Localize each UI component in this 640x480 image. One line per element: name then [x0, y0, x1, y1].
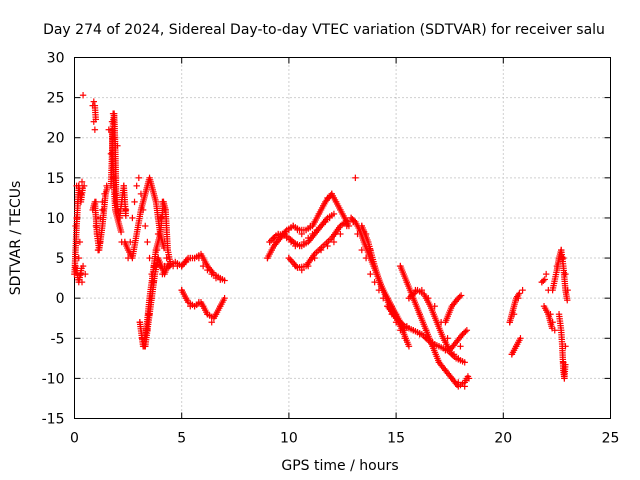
data-point — [562, 361, 569, 368]
data-point — [142, 222, 149, 230]
data-point — [122, 212, 130, 219]
data-point — [516, 290, 523, 297]
data-point — [330, 238, 338, 246]
data-point — [352, 174, 359, 182]
data-point — [288, 258, 295, 265]
y-axis-label: SDTVAR / TECUs — [8, 181, 24, 296]
data-point — [542, 270, 550, 278]
data-point — [131, 198, 138, 206]
data-point — [82, 270, 89, 278]
x-tick-label: 10 — [280, 431, 298, 447]
data-point — [337, 230, 344, 238]
x-tick-label: 25 — [602, 431, 620, 447]
y-tick-label: 0 — [56, 291, 65, 307]
data-point — [78, 178, 86, 186]
data-point — [285, 254, 293, 262]
data-point — [404, 341, 412, 348]
y-tick-label: -5 — [51, 331, 65, 347]
y-tick-label: -15 — [42, 412, 65, 428]
data-point — [133, 182, 140, 190]
y-tick-label: 5 — [56, 251, 65, 267]
data-point — [564, 296, 571, 304]
data-point — [135, 174, 143, 182]
data-point — [79, 184, 86, 192]
data-point — [144, 238, 151, 246]
data-point — [460, 329, 468, 337]
data-point — [91, 126, 99, 133]
data-point — [457, 292, 465, 299]
x-tick-label: 5 — [177, 431, 186, 447]
data-point — [456, 293, 463, 301]
data-point — [90, 98, 97, 105]
data-point — [117, 228, 125, 236]
data-point — [92, 116, 99, 123]
y-tick-label: -10 — [42, 371, 65, 387]
data-point — [328, 212, 335, 219]
data-point — [220, 296, 227, 304]
data-point — [367, 270, 374, 278]
data-point — [127, 238, 134, 246]
y-tick-label: 25 — [47, 91, 65, 107]
data-point — [76, 238, 84, 246]
data-point — [541, 276, 548, 283]
data-point — [548, 325, 556, 332]
data-point — [540, 277, 547, 284]
y-tick-label: 30 — [47, 51, 65, 67]
y-tick-label: 20 — [47, 131, 65, 147]
data-point — [292, 262, 300, 270]
data-point — [457, 343, 464, 350]
data-point — [103, 184, 111, 192]
data-point — [519, 286, 526, 294]
data-point — [358, 246, 365, 254]
data-point — [266, 238, 273, 246]
y-tick-label: 10 — [47, 211, 65, 227]
data-point — [516, 337, 523, 344]
plot-frame — [74, 57, 611, 419]
data-point — [344, 217, 351, 225]
x-tick-label: 15 — [387, 431, 405, 447]
data-point — [287, 256, 294, 263]
data-points — [71, 92, 571, 390]
chart-title: Day 274 of 2024, Sidereal Day-to-day VTE… — [43, 22, 605, 38]
grid-lines — [74, 57, 611, 419]
data-point — [75, 254, 82, 262]
data-point — [146, 254, 153, 262]
data-point — [464, 373, 472, 380]
x-tick-label: 0 — [70, 431, 79, 447]
data-point — [459, 358, 466, 365]
data-point — [79, 92, 87, 99]
data-point — [208, 319, 215, 326]
data-point — [462, 328, 469, 335]
data-point — [78, 265, 85, 272]
x-tick-label: 20 — [494, 431, 512, 447]
x-axis-label: GPS time / hours — [281, 458, 398, 474]
data-point — [350, 217, 358, 224]
data-point — [129, 214, 136, 222]
data-point — [219, 276, 226, 283]
y-tick-label: 15 — [47, 171, 65, 187]
